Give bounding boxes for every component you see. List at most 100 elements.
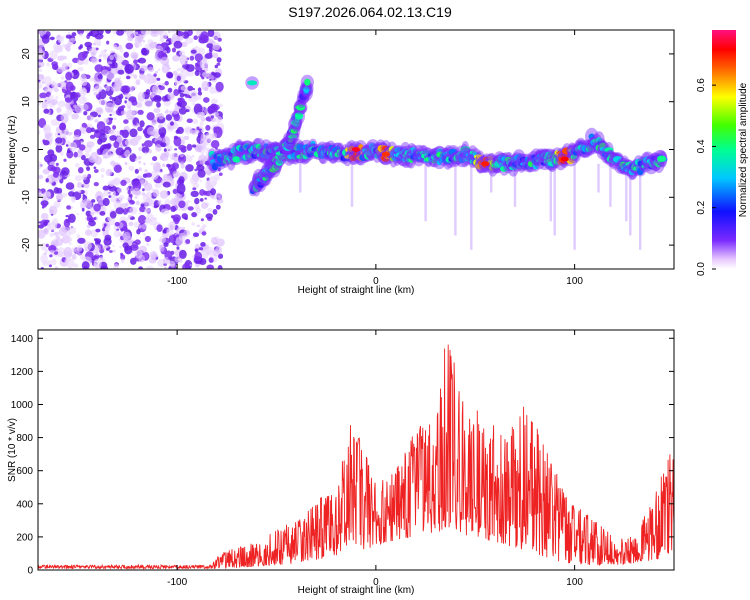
noise-blob: [161, 64, 170, 74]
noise-blob: [165, 114, 173, 121]
noise-blob: [183, 89, 188, 93]
noise-blob: [124, 93, 132, 99]
noise-blob: [124, 64, 134, 74]
noise-blob: [60, 55, 66, 60]
noise-blob: [212, 42, 221, 51]
noise-blob: [192, 88, 195, 91]
noise-blob: [103, 189, 112, 197]
noise-blob: [93, 258, 102, 269]
noise-blob: [111, 110, 116, 116]
noise-blob: [56, 107, 62, 113]
noise-blob: [168, 110, 174, 115]
noise-blob: [137, 126, 143, 132]
noise-blob: [217, 253, 224, 259]
noise-blob: [186, 118, 193, 124]
noise-blob: [77, 66, 84, 72]
peak-point: [481, 161, 490, 167]
noise-blob: [194, 251, 203, 262]
noise-blob: [172, 214, 181, 223]
noise-blob: [174, 148, 178, 151]
noise-blob: [101, 193, 106, 199]
noise-blob: [185, 164, 194, 172]
noise-blob: [187, 206, 194, 211]
noise-blob: [82, 174, 87, 181]
noise-blob: [119, 245, 122, 249]
noise-blob: [185, 64, 195, 72]
track-blob: [573, 150, 579, 156]
noise-blob: [79, 254, 86, 260]
y-tick-label: -10: [21, 190, 32, 205]
noise-blob: [39, 92, 48, 99]
peak-point: [381, 151, 390, 157]
noise-blob: [140, 47, 148, 56]
track-blob: [263, 143, 269, 150]
noise-blob: [172, 170, 180, 178]
noise-blob: [161, 82, 166, 87]
noise-blob: [126, 30, 135, 39]
noise-blob: [38, 50, 46, 57]
noise-blob: [136, 33, 144, 43]
noise-blob: [205, 213, 214, 220]
noise-blob: [112, 125, 117, 130]
noise-blob: [86, 115, 94, 121]
noise-blob: [210, 188, 217, 196]
noise-blob: [149, 41, 158, 49]
noise-blob: [163, 122, 167, 126]
noise-blob: [57, 100, 66, 108]
x-tick-label: 0: [373, 577, 379, 588]
noise-blob: [78, 46, 82, 50]
noise-blob: [49, 232, 55, 237]
noise-blob: [41, 102, 48, 109]
noise-blob: [194, 53, 203, 62]
noise-blob: [97, 114, 101, 118]
noise-blob: [218, 172, 223, 176]
noise-blob: [144, 99, 154, 108]
noise-blob: [137, 156, 142, 160]
noise-blob: [119, 48, 124, 53]
branch-blob: [247, 80, 258, 86]
noise-blob: [180, 139, 185, 145]
noise-blob: [47, 260, 52, 265]
noise-blob: [51, 61, 58, 67]
noise-blob: [63, 218, 71, 228]
track-blob: [255, 144, 263, 150]
noise-blob: [38, 40, 42, 45]
noise-blob: [55, 193, 64, 202]
noise-blob: [125, 202, 129, 207]
noise-blob: [152, 156, 158, 162]
noise-blob: [102, 185, 110, 191]
track-blob: [216, 161, 226, 167]
noise-blob: [179, 55, 188, 66]
noise-blob: [122, 233, 128, 240]
noise-blob: [174, 256, 183, 263]
noise-blob: [192, 118, 199, 125]
noise-blob: [54, 96, 59, 99]
noise-blob: [61, 167, 70, 176]
noise-blob: [173, 136, 182, 147]
noise-blob: [197, 169, 206, 178]
noise-blob: [134, 158, 139, 162]
noise-blob: [38, 61, 45, 68]
branch-blob: [296, 104, 306, 111]
noise-blob: [99, 256, 104, 261]
noise-blob: [131, 54, 138, 60]
noise-blob: [138, 160, 142, 164]
noise-blob: [215, 238, 225, 247]
noise-blob: [57, 35, 64, 44]
noise-blob: [201, 231, 207, 236]
noise-region: [38, 30, 225, 269]
noise-blob: [131, 99, 138, 106]
noise-blob: [146, 242, 150, 247]
noise-blob: [212, 209, 218, 215]
noise-blob: [49, 36, 55, 41]
noise-blob: [120, 258, 125, 264]
noise-blob: [212, 242, 217, 245]
noise-blob: [132, 187, 141, 196]
noise-blob: [54, 266, 58, 269]
noise-blob: [95, 228, 101, 233]
noise-blob: [89, 211, 95, 216]
branch-blob: [262, 176, 269, 181]
noise-blob: [61, 62, 68, 72]
noise-blob: [83, 111, 88, 116]
